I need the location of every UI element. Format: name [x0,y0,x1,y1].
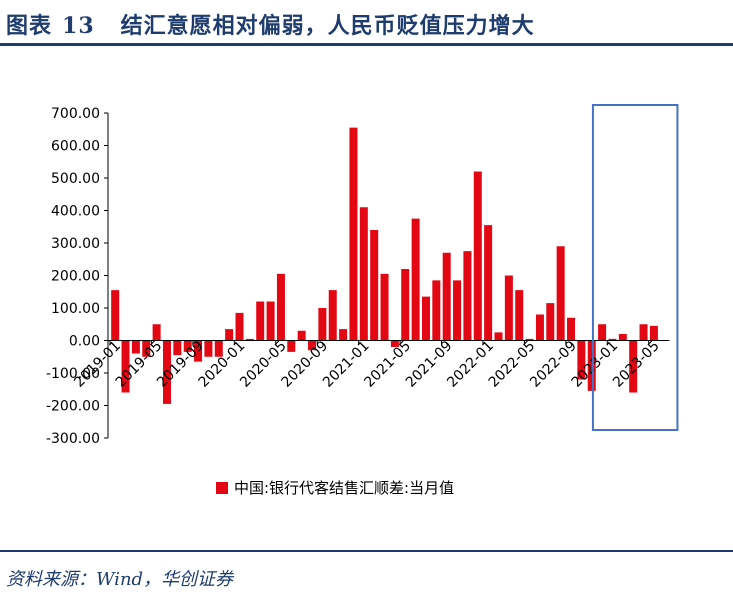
bar-2020-05 [276,273,285,341]
y-tick-label: 500.00 [51,171,100,187]
bar-2019-03 [131,340,140,354]
bar-2021-06 [411,218,420,341]
bar-2023-04 [639,324,648,341]
y-tick-label: 300.00 [51,236,100,252]
bar-2022-05 [525,338,534,341]
bar-2019-11 [214,340,223,357]
legend-swatch [216,481,228,494]
y-tick-label: -100.00 [46,366,100,382]
y-tick-label: 0.00 [69,334,100,350]
bar-2020-06 [287,340,296,352]
bar-2021-10 [453,280,462,341]
bar-2022-03 [504,275,513,341]
bar-2019-01 [111,290,120,341]
bar-2021-11 [463,251,472,341]
footer-rule [0,550,733,552]
bar-2020-07 [297,330,306,341]
bar-2021-05 [401,269,410,341]
bar-2019-05 [152,324,161,341]
bar-2022-11 [587,340,596,391]
y-tick-label: 200.00 [51,269,100,285]
bar-2023-01 [608,338,617,341]
bar-2019-09 [194,340,203,362]
bar-2022-12 [598,324,607,341]
figure-number: 13 [62,13,95,39]
bar-2019-12 [225,329,234,341]
bar-2021-01 [359,207,368,341]
bar-2020-03 [256,301,265,341]
bar-2022-09 [567,317,576,341]
source-note: 资料来源：Wind，华创证券 [6,569,234,590]
figure-heading: 结汇意愿相对偏弱，人民币贬值压力增大 [120,13,535,39]
bar-2020-04 [266,301,275,341]
bar-2021-09 [442,252,451,341]
bar-2022-01 [484,225,493,341]
bar-2020-10 [328,290,337,341]
figure-title: 图表 13 结汇意愿相对偏弱，人民币贬值压力增大 [6,8,535,40]
bar-2020-12 [349,127,358,341]
bar-2020-09 [318,308,327,341]
bar-2022-04 [515,290,524,341]
bar-2019-08 [183,340,192,352]
bar-2022-08 [556,246,565,341]
bar-2021-07 [421,296,430,341]
bar-2019-10 [204,340,213,357]
bar-2021-04 [390,340,399,347]
legend-label: 中国:银行代客结售汇顺差:当月值 [234,479,455,497]
bar-2021-03 [380,273,389,341]
highlight-box [591,104,679,431]
bar-2022-07 [546,303,555,341]
figure-label: 图表 [6,13,53,39]
y-tick-label: 600.00 [51,139,100,155]
bar-2020-08 [308,340,317,351]
bar-2022-10 [577,340,586,380]
bar-2020-01 [235,312,244,341]
y-tick-label: -300.00 [46,431,100,447]
bar-2022-02 [494,332,503,341]
y-tick-label: -200.00 [46,399,100,415]
bar-2019-04 [142,340,151,357]
bar-2019-07 [173,340,182,356]
bar-2023-05 [649,325,658,341]
chart-legend: 中国:银行代客结售汇顺差:当月值 [216,477,454,498]
bar-2023-03 [629,340,638,393]
y-tick-label: 100.00 [51,301,100,317]
bar-2021-12 [473,171,482,341]
bar-2022-06 [535,314,544,341]
bar-2020-02 [245,338,254,341]
bar-2019-06 [162,340,171,404]
bar-2021-08 [432,280,441,341]
bar-2019-02 [121,340,130,393]
bar-2020-11 [339,329,348,341]
bar-2021-02 [370,230,379,341]
bar-2023-02 [618,334,627,341]
y-tick-label: 400.00 [51,204,100,220]
bar-chart: 700.00 600.00 500.00 400.00 300.00 200.00 100.… [46,104,679,447]
y-tick-label: 700.00 [51,106,100,122]
title-rule [0,43,733,46]
